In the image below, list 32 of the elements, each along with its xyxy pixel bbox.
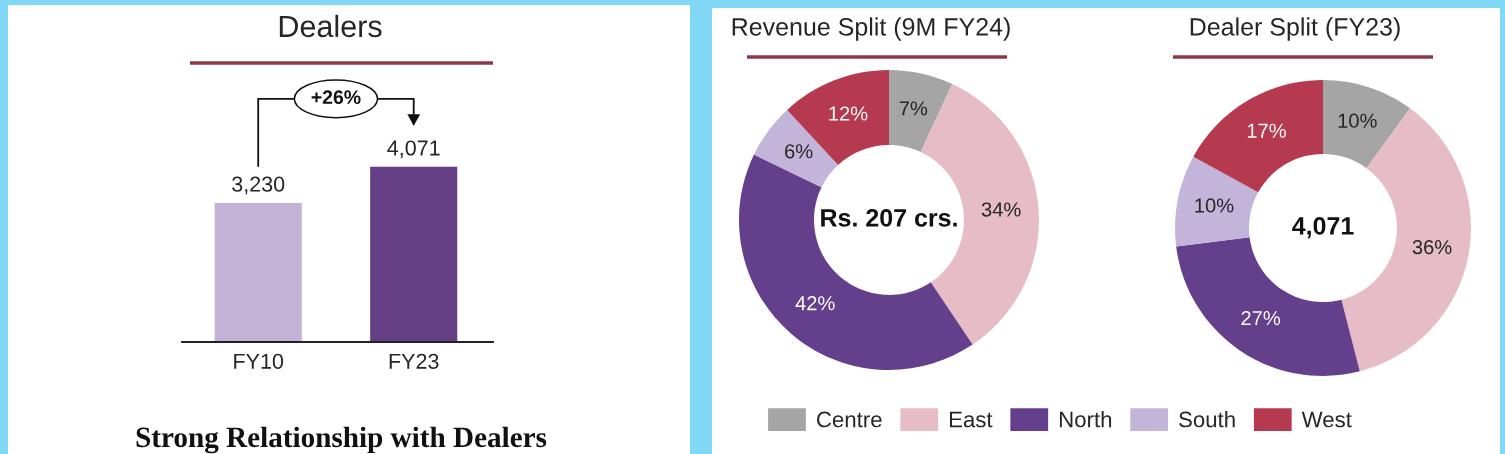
data-label: 4,071 bbox=[387, 140, 440, 159]
legend-label: East bbox=[949, 411, 993, 428]
data-label: 34% bbox=[981, 202, 1021, 217]
legend-label: North bbox=[1059, 411, 1112, 428]
data-label: 12% bbox=[829, 106, 868, 121]
x-tick-label: FY23 bbox=[389, 353, 439, 369]
data-label: 3,230 bbox=[232, 176, 285, 195]
data-label: 27% bbox=[1241, 310, 1281, 326]
data-label: 42% bbox=[795, 296, 835, 311]
data-label: 17% bbox=[1247, 123, 1286, 138]
legend-label: Centre bbox=[817, 411, 882, 428]
legend-label: West bbox=[1301, 411, 1352, 428]
text: Rs. 207 crs. bbox=[821, 209, 957, 227]
data-label: 7% bbox=[899, 101, 928, 116]
chart-title: Revenue Split (9M FY24) bbox=[732, 17, 1010, 41]
x-tick-label: FY10 bbox=[234, 353, 284, 369]
donut-slice bbox=[787, 70, 889, 165]
data-label: 10% bbox=[1195, 198, 1234, 213]
donut-slice bbox=[1323, 80, 1410, 169]
data-label: 36% bbox=[1412, 239, 1452, 255]
legend-label: South bbox=[1179, 411, 1235, 428]
donut-slice bbox=[1175, 156, 1259, 247]
data-label: 6% bbox=[785, 144, 813, 159]
text: Strong Relationship with Dealers bbox=[136, 426, 547, 454]
donut-slice bbox=[1176, 237, 1360, 376]
donut-slice bbox=[889, 70, 953, 152]
text: +26% bbox=[311, 90, 361, 105]
donut-slice bbox=[1193, 80, 1323, 193]
data-label: 10% bbox=[1338, 113, 1377, 128]
text: 4,071 bbox=[1292, 217, 1354, 239]
chart-title: Dealers bbox=[279, 14, 382, 38]
chart-title: Dealer Split (FY23) bbox=[1190, 17, 1400, 41]
